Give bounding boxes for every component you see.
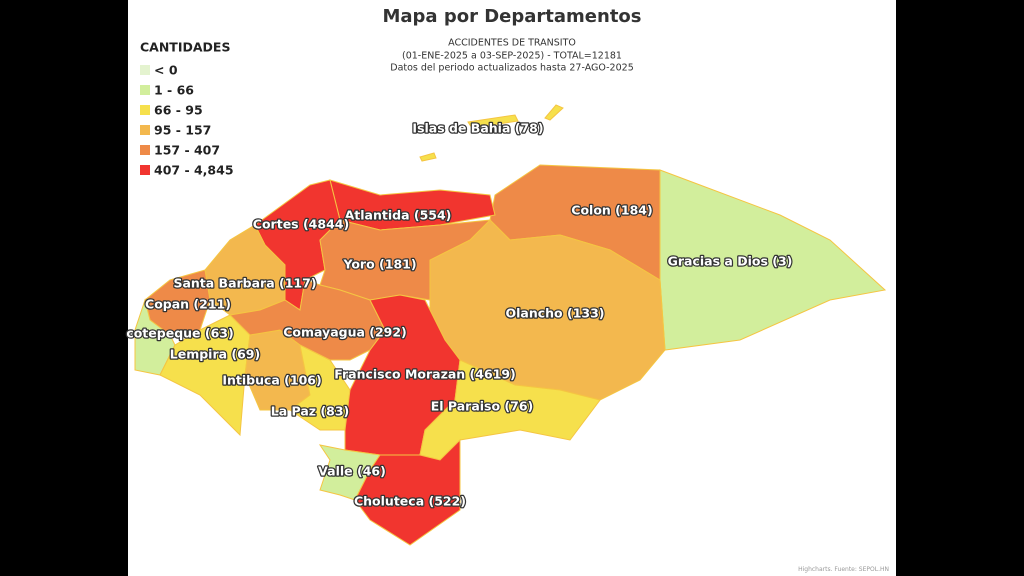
department-label: Colon (184) bbox=[571, 203, 652, 218]
department-label: Cortes (4844) bbox=[253, 217, 349, 232]
department-label: Yoro (181) bbox=[342, 257, 416, 272]
department-label: Comayagua (292) bbox=[283, 325, 407, 340]
subtitle: Datos del periodo actualizados hasta 27-… bbox=[390, 63, 634, 74]
labels: Gracias a Dios (3) Colon (184) Olancho (13… bbox=[125, 119, 794, 510]
legend-swatch[interactable] bbox=[140, 85, 150, 95]
department-label: Atlantida (554) bbox=[345, 208, 452, 223]
title: Mapa por Departamentos bbox=[382, 6, 641, 27]
department-label: Olancho (133) bbox=[505, 306, 604, 321]
subtitle: (01-ENE-2025 a 03-SEP-2025) - TOTAL=1218… bbox=[402, 51, 622, 62]
department-label: El Paraiso (76) bbox=[431, 399, 534, 414]
department-label: Santa Barbara (117) bbox=[173, 276, 316, 291]
legend-label[interactable]: 1 - 66 bbox=[154, 83, 194, 98]
department[interactable] bbox=[467, 114, 519, 129]
legend-swatch[interactable] bbox=[140, 145, 150, 155]
department[interactable] bbox=[419, 359, 601, 461]
department-label: Copan (211) bbox=[145, 297, 231, 312]
department-label: Choluteca (522) bbox=[354, 494, 466, 509]
department-label: Valle (46) bbox=[318, 464, 386, 479]
department[interactable] bbox=[419, 152, 437, 162]
department-label: Islas de Bahia (78) bbox=[412, 121, 543, 136]
department-label: La Paz (83) bbox=[271, 404, 349, 419]
department[interactable] bbox=[354, 438, 461, 546]
legend-label[interactable]: 157 - 407 bbox=[154, 143, 220, 158]
legend-title: CANTIDADES bbox=[140, 40, 230, 55]
legend-swatch[interactable] bbox=[140, 105, 150, 115]
department-label: cotepeque (63) bbox=[126, 326, 233, 341]
department[interactable] bbox=[544, 104, 564, 121]
legend: < 0 1 - 66 66 - 95 95 - 157 157 - 407 407 - 4… bbox=[140, 63, 234, 178]
legend-swatch[interactable] bbox=[140, 165, 150, 175]
department-label: Gracias a Dios (3) bbox=[668, 254, 793, 269]
credit: Highcharts. Fuente: SEPOL.HN bbox=[798, 566, 889, 573]
department[interactable] bbox=[289, 344, 351, 431]
legend-label[interactable]: 66 - 95 bbox=[154, 103, 203, 118]
regions bbox=[134, 104, 887, 546]
legend-label[interactable]: < 0 bbox=[154, 63, 178, 78]
legend-swatch[interactable] bbox=[140, 65, 150, 75]
department-label: Intibuca (106) bbox=[222, 373, 321, 388]
department-label: Lempira (69) bbox=[170, 347, 260, 362]
subtitle: ACCIDENTES DE TRANSITO bbox=[448, 38, 576, 49]
legend-label[interactable]: 95 - 157 bbox=[154, 123, 211, 138]
legend-swatch[interactable] bbox=[140, 125, 150, 135]
legend-label[interactable]: 407 - 4,845 bbox=[154, 163, 234, 178]
department-label: Francisco Morazan (4619) bbox=[334, 367, 516, 382]
